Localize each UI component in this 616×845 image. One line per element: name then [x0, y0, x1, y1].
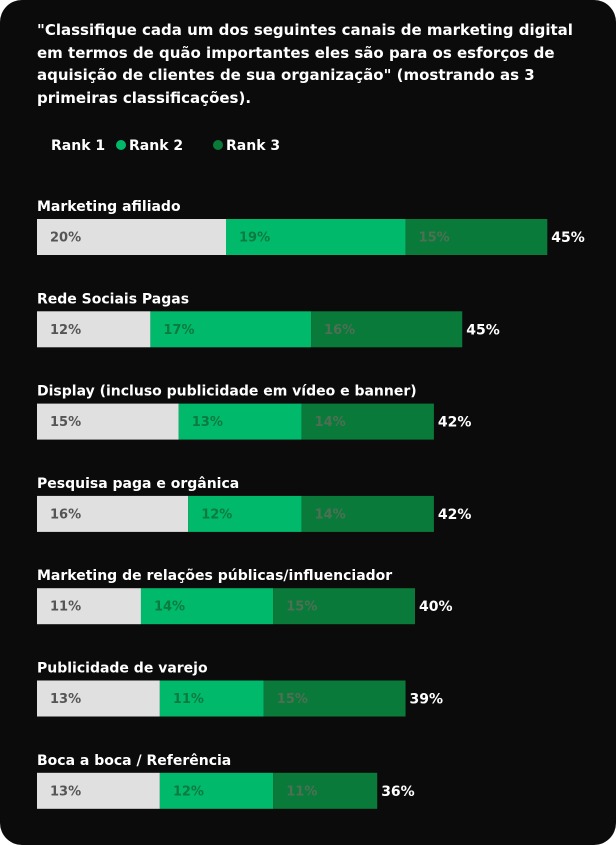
bar-segment [150, 311, 312, 348]
total-label: 45% [551, 230, 585, 246]
value-label: 12% [201, 507, 232, 522]
value-label: 13% [192, 415, 223, 430]
value-label: 15% [50, 415, 81, 430]
bar-segment [405, 219, 548, 255]
bar-segment [178, 403, 302, 440]
total-label: 39% [410, 692, 444, 708]
total-label: 40% [419, 599, 453, 615]
value-label: 19% [239, 231, 270, 246]
bar-segment [188, 495, 302, 532]
total-label: 42% [438, 507, 472, 523]
value-label: 16% [50, 507, 81, 522]
legend-swatch [116, 140, 126, 150]
bar-segment [263, 680, 406, 717]
category-label: Rede Sociais Pagas [37, 291, 189, 307]
value-label: 15% [286, 600, 317, 615]
bar-segment [37, 403, 179, 440]
bar-segment [273, 588, 415, 625]
legend-label: Rank 3 [226, 138, 280, 154]
category-label: Boca a boca / Referência [37, 753, 231, 769]
value-label: 20% [50, 231, 81, 246]
bar-segment [226, 219, 406, 255]
bar-segment [159, 680, 264, 717]
value-label: 14% [154, 600, 185, 615]
legend-label: Rank 1 [51, 138, 105, 154]
value-label: 11% [173, 692, 204, 707]
bar-segment [37, 588, 141, 625]
bar-segment [311, 311, 463, 348]
category-label: Marketing de relações públicas/influenci… [37, 568, 392, 584]
total-label: 42% [438, 415, 472, 431]
value-label: 13% [50, 784, 81, 799]
legend-label: Rank 2 [129, 138, 183, 154]
chart-title: "Classifique cada um dos seguintes canai… [37, 21, 573, 107]
value-label: 14% [315, 507, 346, 522]
bar-segment [37, 772, 160, 809]
category-label: Publicidade de varejo [37, 661, 208, 677]
bar-segment [159, 772, 274, 809]
bar-segment [37, 495, 189, 532]
category-label: Display (incluso publicidade em vídeo e … [37, 384, 417, 400]
value-label: 12% [50, 323, 81, 338]
category-label: Pesquisa paga e orgânica [37, 476, 239, 492]
bar-segment [140, 588, 274, 625]
value-label: 17% [163, 323, 194, 338]
bar-segment [301, 495, 434, 532]
bar-segment [37, 311, 151, 348]
value-label: 15% [277, 692, 308, 707]
bar-segment [37, 219, 226, 255]
bar-segment [37, 680, 160, 717]
value-label: 11% [50, 600, 81, 615]
value-label: 16% [324, 323, 355, 338]
value-label: 14% [315, 415, 346, 430]
total-label: 36% [381, 784, 415, 800]
value-label: 13% [50, 692, 81, 707]
value-label: 12% [173, 784, 204, 799]
value-label: 15% [419, 231, 450, 246]
total-label: 45% [466, 322, 500, 338]
value-label: 11% [286, 784, 317, 799]
bar-segment [273, 772, 378, 809]
bar-segment [301, 403, 434, 440]
legend-swatch [213, 140, 223, 150]
category-label: Marketing afiliado [37, 199, 181, 215]
legend-swatch [38, 140, 48, 150]
